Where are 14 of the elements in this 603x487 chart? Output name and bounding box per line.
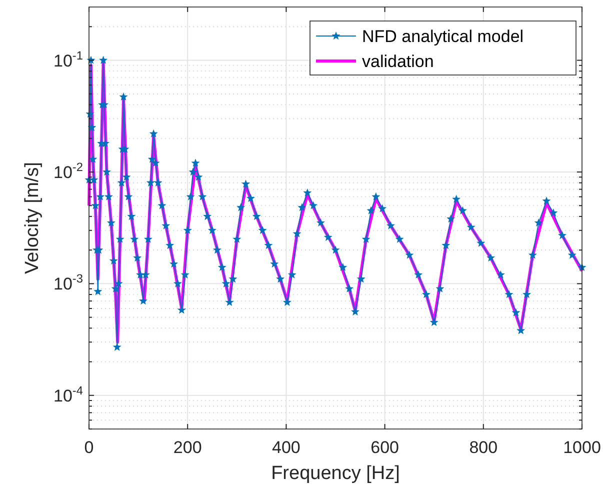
x-tick-label: 200 xyxy=(173,438,202,457)
x-tick-label: 0 xyxy=(84,438,94,457)
y-tick-label: 10$^{-1}$ xyxy=(54,48,84,70)
y-tick-label: 10$^{-4}$ xyxy=(54,383,84,406)
x-tick-label: 800 xyxy=(469,438,498,457)
x-axis-title: Frequency [Hz] xyxy=(271,463,400,484)
y-tick-label: 10$^{-2}$ xyxy=(54,160,84,182)
legend-label: NFD analytical model xyxy=(362,27,524,46)
x-tick-label: 400 xyxy=(272,438,300,457)
x-tick-label: 600 xyxy=(370,438,399,457)
y-tick-label: 10$^{-3}$ xyxy=(54,272,84,294)
y-axis-title: Velocity [m/s] xyxy=(22,162,43,274)
legend-label: validation xyxy=(362,52,434,71)
x-tick-label: 1000 xyxy=(563,438,601,457)
